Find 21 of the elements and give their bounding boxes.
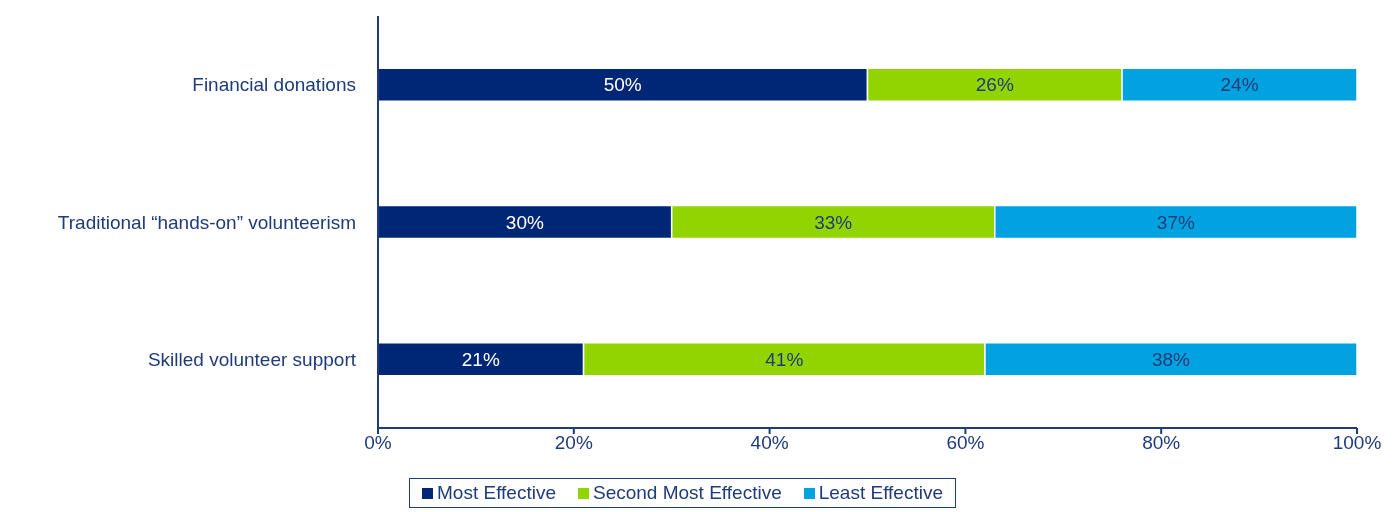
data-label: 24%: [1220, 74, 1259, 96]
data-label: 37%: [1156, 211, 1195, 233]
x-tick-label: 0%: [364, 432, 392, 454]
y-tick-label: Traditional “hands-on” volunteerism: [57, 211, 356, 233]
data-label: 50%: [603, 74, 642, 96]
data-label: 38%: [1151, 348, 1191, 370]
legend-label: Least Effective: [817, 482, 943, 504]
data-label: 26%: [975, 74, 1014, 96]
x-tick-label: 40%: [750, 432, 789, 454]
x-tick-label: 60%: [946, 432, 985, 454]
y-tick-label: Financial donations: [192, 74, 356, 96]
x-tick-label: 80%: [1142, 432, 1181, 454]
data-label: 33%: [814, 211, 853, 233]
y-tick-label: Skilled volunteer support: [147, 349, 357, 371]
legend-label: Most Effective: [436, 482, 556, 504]
x-tick-label: 20%: [554, 432, 593, 454]
data-label: 30%: [505, 211, 544, 233]
x-tick-label: 100%: [1332, 432, 1382, 454]
data-label: 41%: [765, 348, 804, 370]
data-label: 21%: [461, 348, 500, 370]
legend-label: Second Most Effective: [592, 482, 782, 504]
